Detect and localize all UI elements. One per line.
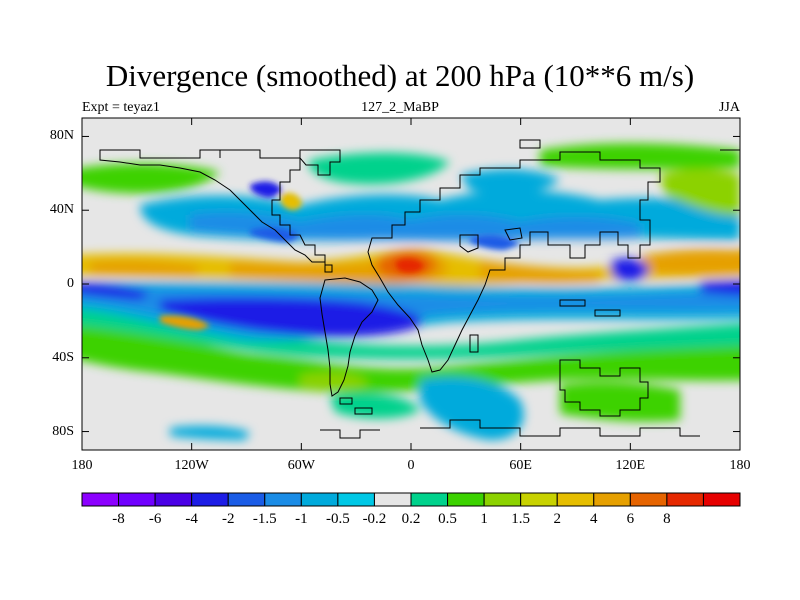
coastline [504,227,523,241]
colorbar-label: 8 [663,511,671,527]
coastline [594,309,621,317]
field-region [190,212,640,241]
coastline [319,277,379,397]
field-region [250,181,282,198]
field-region [300,372,370,390]
field-region [420,376,524,440]
field-region [540,143,740,170]
axis-ticks [81,118,741,450]
page-title: Divergence (smoothed) at 200 hPa (10**6 … [105,58,695,93]
field-region [640,249,740,275]
field-region [250,227,300,242]
coastline [559,359,649,417]
field-detail [160,181,520,330]
coastline [420,419,700,437]
colorbar-swatch [702,492,741,507]
x-tick-label: 180 [729,458,751,473]
field-region [280,192,302,210]
colorbar-label: -1 [295,511,308,527]
field-region [160,315,210,330]
coastline [559,299,586,307]
field-region [170,425,250,440]
x-tick-label: 60W [287,458,315,473]
colorbar-label: 1 [480,511,488,527]
y-tick-label: 80N [49,128,74,144]
field-region [82,282,150,300]
period-label: 127_2_MaBP [361,100,439,115]
coastline [367,151,661,373]
field-region [700,280,740,296]
colorbar-label: -1.5 [252,511,277,527]
field-region [395,258,424,273]
x-tick-label: 180 [71,458,93,473]
colorbar-label: 1.5 [511,511,531,527]
land-outline [99,139,740,439]
coastline [469,334,479,353]
field-region [82,300,740,359]
y-tick-label: 0 [67,276,74,291]
colorbar-label: 2 [553,511,561,527]
x-tick-label: 60E [509,458,532,473]
plot-area [82,118,740,450]
season-label: JJA [718,100,740,115]
experiment-label: Expt = teyaz1 [82,100,160,115]
colorbar-label: -0.2 [362,511,387,527]
colorbar-label: -2 [221,511,235,527]
colorbar-label: -0.5 [326,511,350,527]
field-region [309,152,450,185]
field-region [480,260,600,284]
colorbar-label: 6 [626,511,635,527]
coastline [200,149,221,158]
coastline [519,139,541,149]
field-region [470,235,520,250]
field-region [160,297,422,338]
field-region [82,163,220,194]
colorbar-label: 0.5 [438,511,457,527]
field-region [560,382,680,422]
colorbar-label: 4 [590,511,598,527]
x-tick-label: 120W [174,458,209,473]
field-region [82,318,740,393]
field-region [460,168,560,195]
coastline [299,149,341,176]
y-tick-label: 40S [52,349,74,365]
colorbar [81,492,741,507]
x-tick-label: 120E [615,458,646,473]
coastline [320,429,380,439]
field-region [610,258,650,281]
field-region [660,168,740,216]
field-region [90,260,200,276]
coastline [99,149,333,273]
x-tick-label: 0 [407,458,415,473]
coastline [459,234,479,253]
y-tick-label: 40N [49,202,74,218]
colorbar-label: -6 [148,511,162,527]
colorbar-label: -8 [112,511,125,527]
colorbar-label: -4 [185,511,198,527]
colorbar-label: 0.2 [401,511,421,527]
y-tick-label: 80S [52,423,74,439]
coastline [339,397,353,405]
coastline [354,407,373,415]
